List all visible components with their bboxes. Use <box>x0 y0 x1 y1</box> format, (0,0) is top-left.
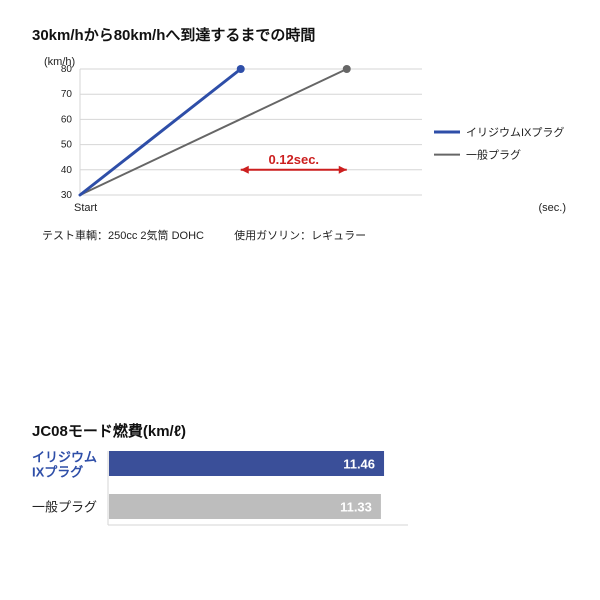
svg-text:IXプラグ: IXプラグ <box>32 465 83 480</box>
accel-chart-panel: 30km/hから80km/hへ到達するまでの時間 (km/h)304050607… <box>32 24 572 243</box>
accel-chart-caption: テスト車輌：250cc 2気筒 DOHC 使用ガソリン：レギュラー <box>42 227 572 243</box>
accel-chart: (km/h)3040506070800.12sec.Start(sec.)イリジ… <box>32 51 572 221</box>
svg-text:30: 30 <box>61 190 73 201</box>
caption-fuel: 使用ガソリン：レギュラー <box>234 230 366 242</box>
fuel-chart-panel: JC08モード燃費(km/ℓ) 11.46 イリジウムIXプラグ 11.33 一般プラ… <box>32 420 412 527</box>
svg-text:60: 60 <box>61 114 73 125</box>
accel-chart-title: 30km/hから80km/hへ到達するまでの時間 <box>32 24 572 45</box>
svg-text:(sec.): (sec.) <box>539 202 567 214</box>
fuel-chart-title: JC08モード燃費(km/ℓ) <box>32 420 412 441</box>
svg-text:0.12sec.: 0.12sec. <box>268 152 319 167</box>
svg-text:Start: Start <box>74 202 97 214</box>
svg-text:80: 80 <box>61 64 73 75</box>
svg-text:イリジウムIXプラグ: イリジウムIXプラグ <box>466 125 564 139</box>
svg-text:イリジウム: イリジウム <box>32 451 97 465</box>
svg-text:70: 70 <box>61 89 73 100</box>
svg-text:11.33: 11.33 <box>340 500 372 515</box>
fuel-chart-svg: 11.46 イリジウムIXプラグ 11.33 一般プラグ <box>32 451 412 527</box>
fuel-chart: 11.46 イリジウムIXプラグ 11.33 一般プラグ <box>32 451 412 527</box>
svg-text:一般プラグ: 一般プラグ <box>466 148 521 162</box>
svg-text:40: 40 <box>61 165 73 176</box>
caption-vehicle: テスト車輌：250cc 2気筒 DOHC <box>42 230 204 242</box>
svg-text:11.46: 11.46 <box>343 457 375 472</box>
svg-text:一般プラグ: 一般プラグ <box>32 500 97 515</box>
accel-chart-svg: (km/h)3040506070800.12sec.Start(sec.)イリジ… <box>32 51 572 221</box>
svg-text:50: 50 <box>61 140 73 151</box>
